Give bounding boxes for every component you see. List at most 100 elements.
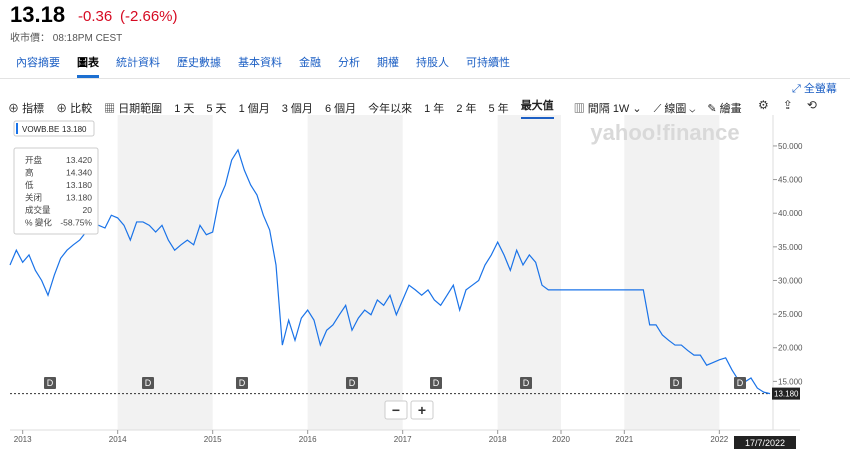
draw-label: 繪畫 (719, 103, 742, 115)
quote-value: 14.340 (66, 168, 92, 178)
quote-panel (13, 147, 99, 235)
tab[interactable]: 期權 (377, 57, 399, 69)
price-tag-label: 13.180 (774, 390, 799, 399)
tab[interactable]: 基本資料 (238, 57, 282, 69)
tab[interactable]: 歷史數據 (177, 57, 221, 69)
range-button[interactable]: 2 年 (456, 103, 477, 115)
watermark: yahoo!finance (590, 120, 739, 145)
toolbar-label: 指標 (22, 103, 45, 115)
quote-value: 13.180 (66, 180, 92, 190)
tab[interactable]: 分析 (338, 57, 360, 69)
dividend-label: D (737, 378, 744, 388)
quote-value: -58.75% (60, 218, 92, 228)
x-tick-label: 2015 (204, 435, 222, 444)
range-button[interactable]: 5 年 (488, 103, 509, 115)
dividend-label: D (145, 378, 152, 388)
x-tick-label: 2018 (489, 435, 507, 444)
toolbar-icons[interactable]: ⚙⇪⟲ (758, 98, 831, 112)
zoom-label: + (418, 402, 426, 418)
dividend-marker (44, 377, 56, 389)
toolbar-label: 比較 (70, 103, 93, 115)
y-tick-label: 50.000 (778, 142, 803, 151)
range-button[interactable]: 1 個月 (238, 103, 270, 115)
x-tick-label: 2017 (394, 435, 412, 444)
quote-label: 低 (25, 180, 34, 190)
dividend-label: D (349, 378, 356, 388)
range-button[interactable]: 3 個月 (281, 103, 313, 115)
dividend-marker (670, 377, 682, 389)
x-tick-label: 2022 (710, 435, 728, 444)
y-tick-label: 40.000 (778, 209, 803, 218)
quote-label: 高 (25, 168, 34, 178)
dividend-label: D (433, 378, 440, 388)
range-button[interactable]: 今年以來 (368, 103, 413, 115)
tab[interactable]: 可持續性 (466, 57, 510, 69)
quote-label: % 變化 (25, 218, 52, 228)
x-tick-label: 2020 (552, 435, 570, 444)
toolbar-button[interactable]: ⊕ 比較 (56, 103, 93, 115)
dividend-label: D (673, 378, 680, 388)
y-tick-label: 45.000 (778, 176, 803, 185)
cursor-date-box (734, 436, 796, 449)
interval-label: 間隔 (587, 103, 610, 115)
change: -0.36 (78, 8, 113, 25)
legend-value: 13.180 (62, 125, 87, 134)
range-button[interactable]: 1 天 (174, 103, 195, 115)
date-range[interactable]: ▦ 日期範圍 (104, 103, 163, 115)
dividend-marker (520, 377, 532, 389)
price: 13.18 (10, 2, 66, 27)
y-tick-label: 15.000 (778, 377, 803, 386)
dividend-marker (236, 377, 248, 389)
dividend-marker (734, 377, 746, 389)
chart-type[interactable]: ⟋ 線圖 ⌄ (653, 103, 696, 115)
quote-value: 13.180 (66, 193, 92, 203)
y-tick-label: 20.000 (778, 344, 803, 353)
dividend-marker (142, 377, 154, 389)
dividend-marker (346, 377, 358, 389)
draw[interactable]: ✎ 繪畫 (707, 103, 742, 115)
interval[interactable]: ▥ 間隔 1W ⌄ (573, 103, 642, 115)
cursor-date: 17/7/2022 (745, 438, 785, 448)
y-tick-label: 35.000 (778, 243, 803, 252)
range-button[interactable]: 5 天 (206, 103, 227, 115)
year-band (117, 115, 213, 430)
chart-type-label: 線圖 (664, 103, 687, 115)
dividend-label: D (47, 378, 54, 388)
legend-name: VOWB.BE (22, 125, 59, 134)
price-tag (772, 387, 800, 400)
quote-label: 开盘 (25, 155, 43, 165)
price-line (9, 148, 771, 395)
quote-label: 关闭 (25, 193, 42, 203)
dividend-marker (430, 377, 442, 389)
tab[interactable]: 統計資料 (116, 57, 160, 69)
quote-label: 成交量 (25, 205, 51, 215)
quote-value: 13.420 (66, 155, 92, 165)
x-tick-label: 2014 (109, 435, 127, 444)
toolbar-button[interactable]: ⊕ 指標 (8, 103, 45, 115)
fullscreen-button[interactable]: ⤢ 全螢幕 (792, 83, 837, 95)
x-tick-label: 2021 (615, 435, 633, 444)
date-range-label: 日期範圍 (118, 103, 163, 115)
tab[interactable]: 持股人 (416, 57, 449, 69)
zoom-button[interactable] (410, 400, 434, 420)
tabs: 內容摘要 圖表 統計資料 歷史數據 基本資料 金融 分析 期權 持股人 可持續性 (16, 54, 510, 78)
tab[interactable]: 圖表 (77, 54, 99, 78)
dividend-label: D (523, 378, 530, 388)
quote-value: 20 (83, 205, 93, 215)
fullscreen-label: 全螢幕 (803, 83, 837, 95)
range-button[interactable]: 6 個月 (324, 103, 357, 115)
range-button[interactable]: 最大值 (520, 97, 554, 119)
market-time: 收市價： 08:18PM CEST (10, 33, 123, 44)
y-tick-label: 25.000 (778, 310, 803, 319)
y-tick-label: 30.000 (778, 276, 803, 285)
tab[interactable]: 金融 (299, 57, 321, 69)
range-button[interactable]: 1 年 (424, 103, 445, 115)
legend-box (13, 120, 95, 137)
x-tick-label: 2016 (299, 435, 317, 444)
zoom-label: − (392, 402, 400, 418)
tab[interactable]: 內容摘要 (16, 57, 60, 69)
zoom-button[interactable] (384, 400, 408, 420)
interval-value: 1W (612, 103, 630, 115)
